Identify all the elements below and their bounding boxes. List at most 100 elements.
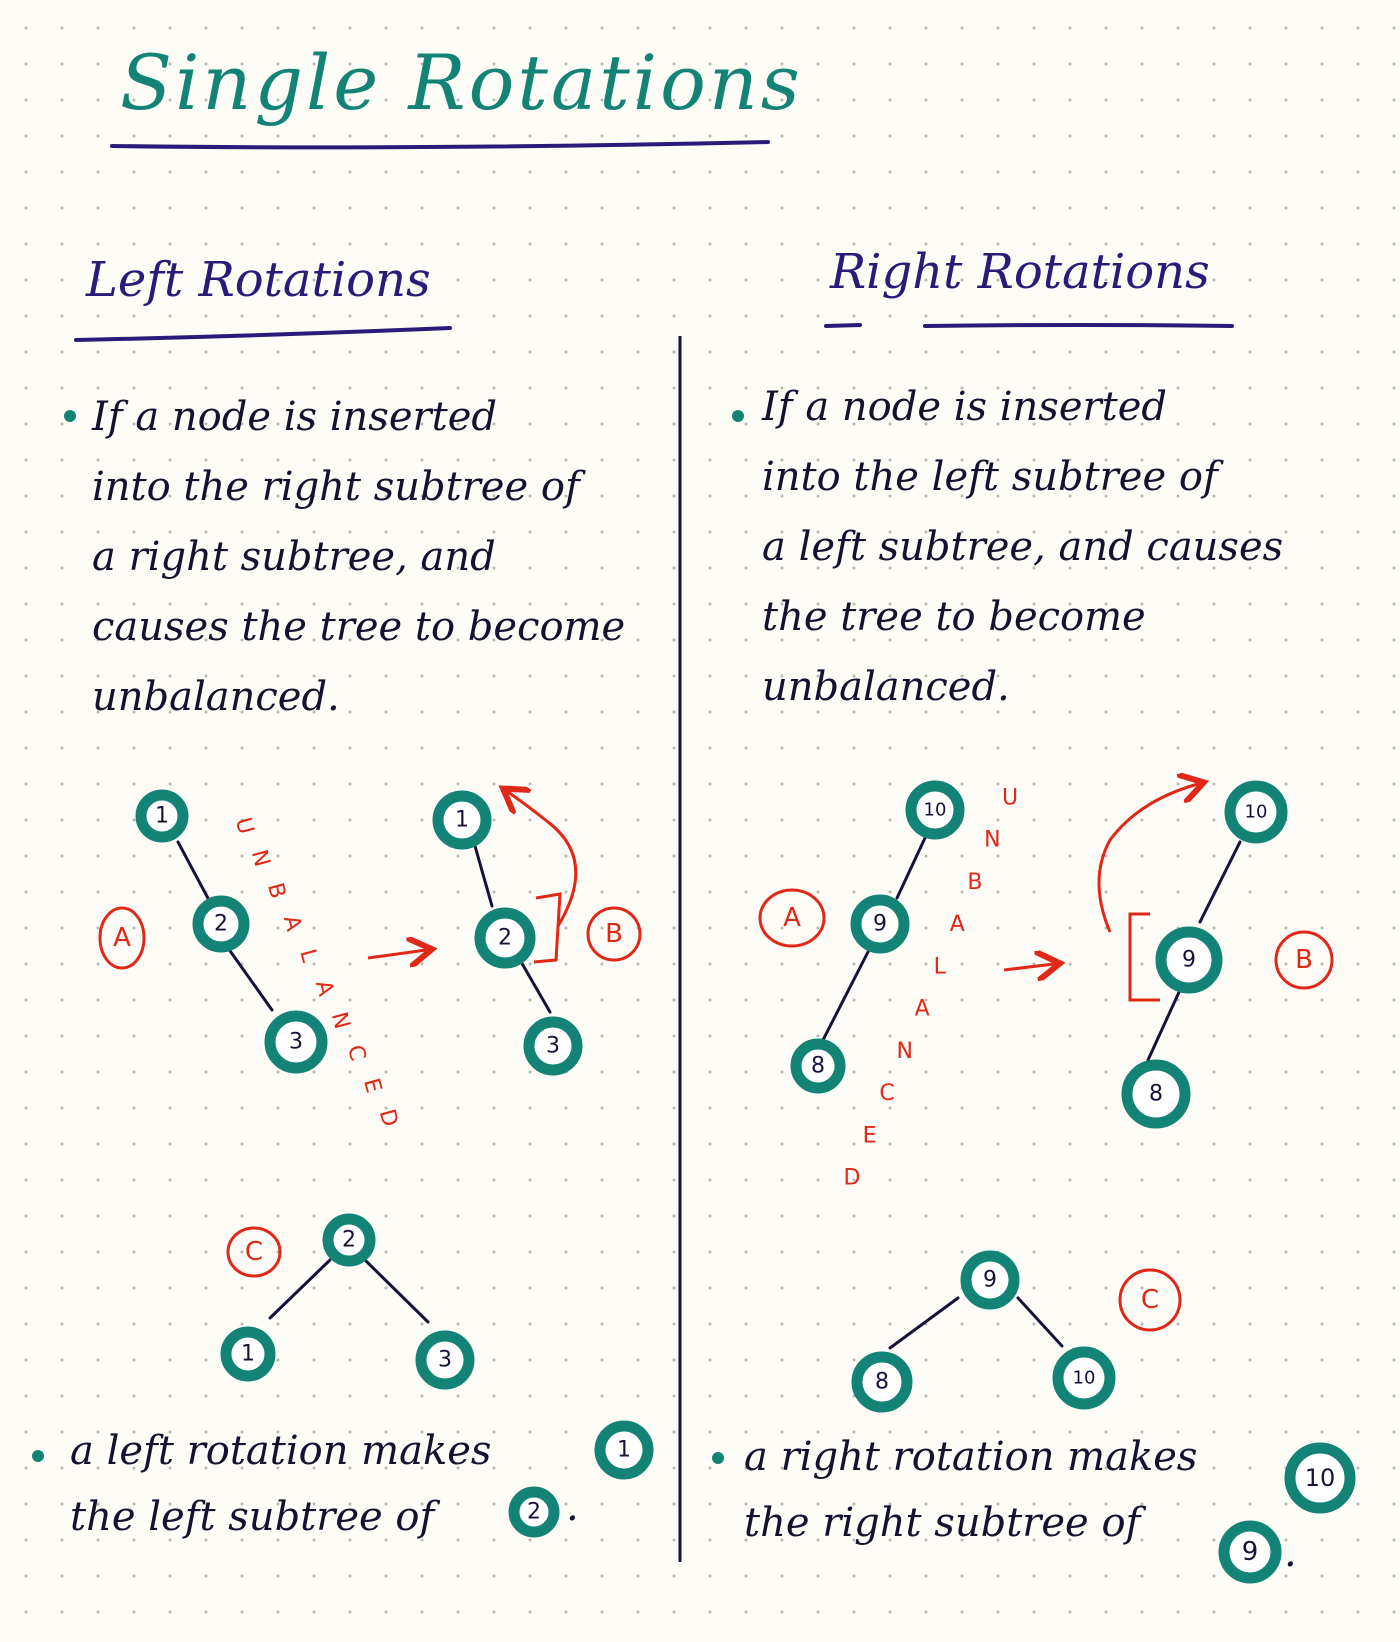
column-divider <box>678 335 683 1563</box>
right-c-node-9 <box>960 1250 1020 1310</box>
right-bracket <box>1128 912 1160 1002</box>
left-description-line: a right subtree, and <box>92 534 496 580</box>
unbalanced-letter: B <box>967 870 982 895</box>
unbalanced-letter: A <box>278 913 306 934</box>
left-heading-underline <box>74 326 452 342</box>
left-note-line: a left rotation makes <box>70 1428 492 1474</box>
right-b-node-10 <box>1224 780 1288 844</box>
unbalanced-letter: L <box>294 947 322 966</box>
unbalanced-letter: N <box>896 1039 912 1064</box>
unbalanced-letter: A <box>915 997 930 1022</box>
left-note-node-2-label: 2 <box>527 1500 541 1525</box>
right-description-line: unbalanced. <box>762 664 1010 710</box>
right-label-a: A <box>783 903 801 933</box>
left-rotation-curve <box>508 792 578 927</box>
right-description-line: the tree to become <box>762 594 1146 640</box>
right-arrow <box>1003 964 1054 970</box>
left-description: If a node is inserted into the right sub… <box>92 382 625 732</box>
left-a-node-3-label: 3 <box>289 1030 303 1055</box>
right-note: a right rotation makes the right subtree… <box>744 1424 1197 1556</box>
right-tree-edges <box>821 836 1242 1350</box>
right-c-node-8 <box>851 1351 913 1413</box>
right-label-c-circle <box>1118 1268 1182 1332</box>
right-a-node-9 <box>850 894 910 954</box>
unbalanced-letter: N <box>984 828 1000 853</box>
left-label-b-circle <box>586 906 642 962</box>
unbalanced-letter: E <box>863 1123 877 1148</box>
left-label-c-circle <box>226 1226 282 1278</box>
right-label-b-circle <box>1274 930 1334 990</box>
left-note-period: . <box>566 1484 579 1530</box>
right-rotation-curve <box>1097 784 1198 933</box>
right-a-node-8-label: 8 <box>811 1054 825 1079</box>
nodes <box>135 780 1356 1584</box>
unbalanced-letter: D <box>844 1166 861 1191</box>
left-heading: Left Rotations <box>86 252 431 308</box>
left-b-node-2 <box>474 907 536 969</box>
left-a-node-3 <box>264 1010 328 1074</box>
left-c-node-3 <box>415 1330 475 1390</box>
left-note-node-2 <box>508 1486 560 1538</box>
left-label-a: A <box>113 923 131 953</box>
left-b-node-1-label: 1 <box>455 808 469 833</box>
right-c-node-8-label: 8 <box>875 1370 889 1395</box>
left-note: a left rotation makes the left subtree o… <box>70 1418 491 1550</box>
right-a-node-8 <box>790 1038 846 1094</box>
right-b-node-9-label: 9 <box>1182 948 1196 973</box>
right-heading: Right Rotations <box>830 244 1210 300</box>
left-note-node-1-label: 1 <box>617 1438 631 1463</box>
left-c-node-2 <box>322 1213 376 1267</box>
unbalanced-letter: A <box>950 912 965 937</box>
right-b-node-8-label: 8 <box>1149 1082 1163 1107</box>
right-description-line: If a node is inserted <box>762 384 1167 430</box>
left-note-text: the left subtree of <box>70 1494 435 1540</box>
unbalanced-letter: L <box>934 954 947 979</box>
right-c-node-9-label: 9 <box>983 1268 997 1293</box>
right-note-node-10-label: 10 <box>1305 1464 1336 1492</box>
right-b-node-10-label: 10 <box>1245 802 1268 823</box>
right-a-node-10 <box>905 780 965 840</box>
right-note-line: the right subtree of <box>744 1500 1141 1546</box>
right-a-node-10-label: 10 <box>924 800 947 821</box>
left-a-node-2 <box>192 895 250 953</box>
unbalanced-letter: N <box>326 1010 354 1032</box>
right-note-node-10 <box>1284 1442 1356 1514</box>
right-bullet <box>732 410 744 422</box>
left-description-line: If a node is inserted <box>92 394 497 440</box>
left-bracket <box>533 892 562 964</box>
left-b-node-2-label: 2 <box>498 926 512 951</box>
right-description-line: into the left subtree of <box>762 454 1218 500</box>
unbalanced-letter: E <box>358 1076 386 1096</box>
unbalanced-letter: A <box>310 978 338 999</box>
right-description: If a node is inserted into the left subt… <box>762 372 1283 722</box>
left-a-node-1 <box>135 789 189 843</box>
page-title: Single Rotations <box>120 38 803 127</box>
unbalanced-letter: C <box>879 1081 894 1106</box>
right-heading-underline <box>824 323 1234 328</box>
unbalanced-letter: C <box>342 1042 370 1063</box>
left-c-node-2-label: 2 <box>342 1228 356 1253</box>
title-underline <box>110 140 770 150</box>
left-note-line: the left subtree of <box>70 1484 491 1550</box>
left-c-node-1 <box>220 1326 276 1382</box>
right-label-a-circle <box>758 888 826 948</box>
right-label-b: B <box>1295 945 1313 975</box>
right-b-node-9 <box>1155 926 1223 994</box>
left-tree-edges <box>176 840 552 1324</box>
right-label-c: C <box>1141 1285 1159 1315</box>
unbalanced-letter: D <box>374 1107 403 1130</box>
left-c-node-3-label: 3 <box>438 1348 452 1373</box>
right-c-node-10-label: 10 <box>1073 1368 1096 1389</box>
right-note-node-9 <box>1218 1520 1282 1584</box>
left-arrow <box>367 950 426 958</box>
left-description-line: into the right subtree of <box>92 464 580 510</box>
right-note-node-9-label: 9 <box>1242 1537 1259 1567</box>
left-c-node-1-label: 1 <box>241 1342 255 1367</box>
right-description-line: a left subtree, and causes <box>762 524 1284 570</box>
left-label-b: B <box>605 919 623 949</box>
left-b-node-1 <box>432 790 492 850</box>
